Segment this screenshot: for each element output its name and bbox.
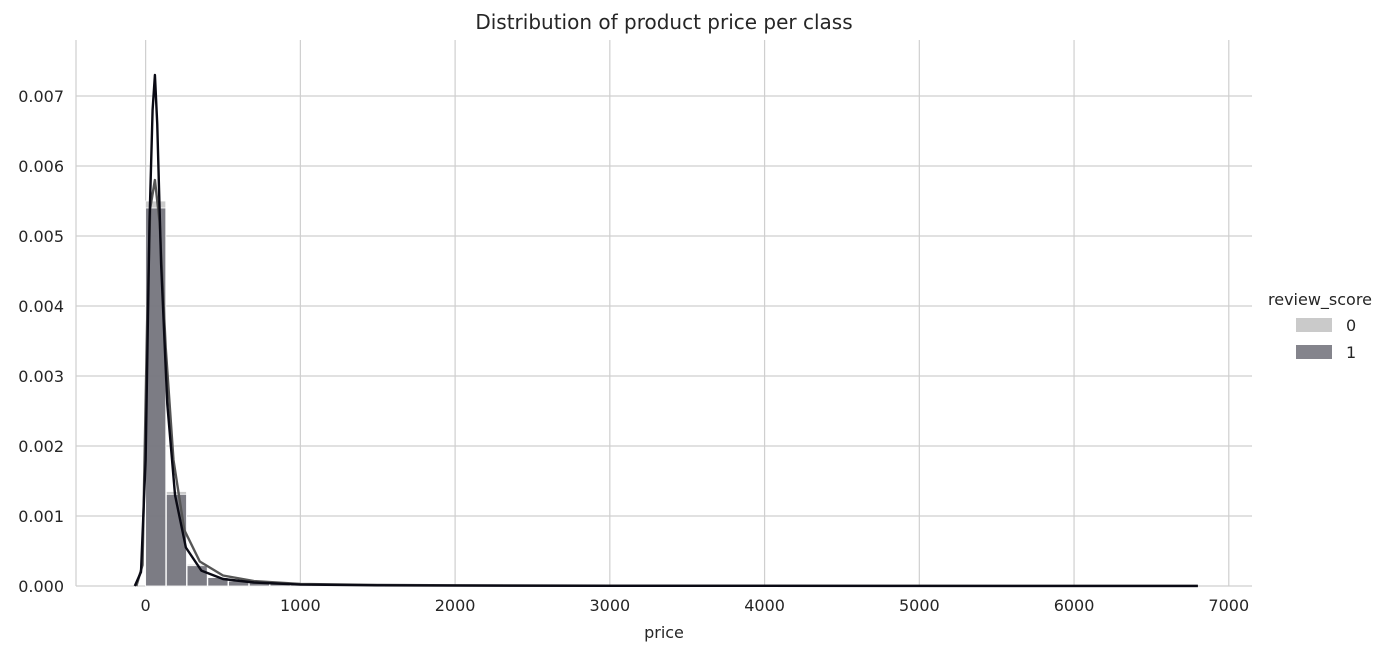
x-tick-label: 5000	[899, 596, 940, 615]
histogram-bar-series-1	[186, 565, 208, 587]
y-tick-label: 0.000	[18, 577, 64, 596]
y-tick-label: 0.005	[18, 227, 64, 246]
x-tick-label: 1000	[280, 596, 321, 615]
legend-label-1: 1	[1346, 343, 1356, 362]
y-tick-label: 0.007	[18, 87, 64, 106]
legend-swatch-1	[1296, 345, 1332, 359]
y-tick-label: 0.002	[18, 437, 64, 456]
legend-swatch-0	[1296, 318, 1332, 332]
y-tick-label: 0.001	[18, 507, 64, 526]
histogram-bars	[145, 200, 374, 587]
x-tick-label: 6000	[1054, 596, 1095, 615]
x-tick-label: 7000	[1208, 596, 1249, 615]
kde-curve-series-1	[133, 73, 1198, 588]
legend: review_score 0 1	[1268, 290, 1372, 362]
axis-spines	[75, 40, 1252, 587]
y-tick-label: 0.004	[18, 297, 64, 316]
x-axis-label: price	[644, 623, 684, 642]
x-tick-labels: 0 1000 2000 3000 4000 5000 6000 7000	[141, 596, 1250, 615]
x-tick-label: 0	[141, 596, 151, 615]
y-tick-label: 0.003	[18, 367, 64, 386]
y-tick-labels: 0.000 0.001 0.002 0.003 0.004 0.005 0.006 0.007	[18, 87, 64, 596]
kde-curves	[133, 73, 1198, 588]
x-tick-label: 3000	[589, 596, 630, 615]
chart-title: Distribution of product price per class	[475, 10, 852, 34]
y-tick-label: 0.006	[18, 157, 64, 176]
grid-lines	[76, 40, 1252, 586]
kde-curve-series-0	[135, 178, 1198, 588]
legend-label-0: 0	[1346, 316, 1356, 335]
legend-title: review_score	[1268, 290, 1372, 310]
x-tick-label: 2000	[435, 596, 476, 615]
x-tick-label: 4000	[744, 596, 785, 615]
